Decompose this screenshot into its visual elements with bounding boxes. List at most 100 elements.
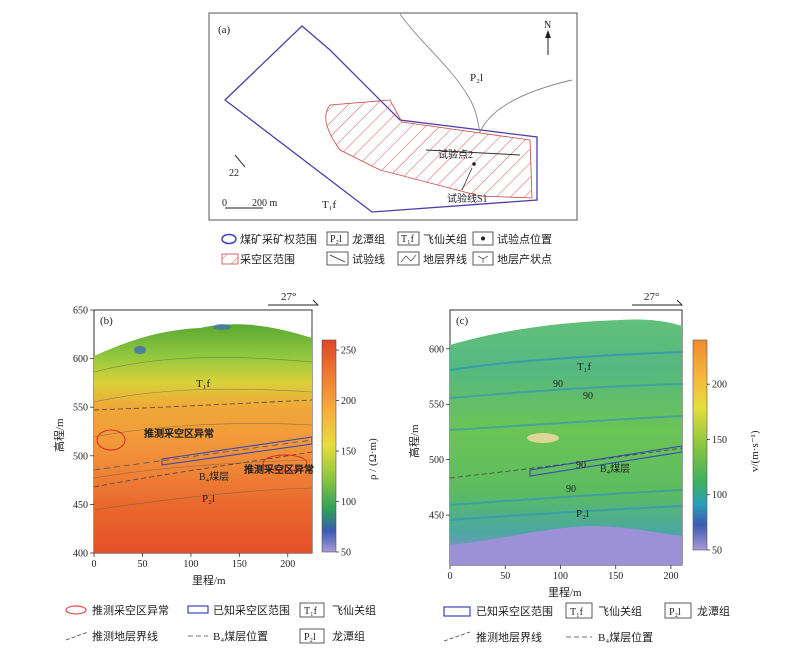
svg-text:已知采空区范围: 已知采空区范围 — [213, 603, 290, 617]
panel-c: 27° T₁f P₂l B₄煤层 90 90 90 90 (c) 0 50 100 1… — [407, 291, 761, 599]
panel-a-label: (a) — [218, 24, 231, 36]
svg-text:P₂l: P₂l — [304, 632, 316, 643]
legend-b-coal-seam: B₄煤层位置 — [188, 629, 268, 643]
svg-text:推测地层界线: 推测地层界线 — [92, 629, 158, 643]
formation-t1f-label: T₁f — [322, 199, 337, 211]
svg-text:推测地层界线: 推测地层界线 — [476, 630, 542, 644]
x-tick-label: 200 — [280, 559, 295, 570]
panel-c-b4: B₄煤层 — [600, 462, 630, 475]
resistivity-section — [94, 324, 312, 553]
legend-a-test-line: 试验线 — [326, 251, 385, 266]
panel-c-bearing: 27° — [644, 291, 659, 303]
goaf-area — [325, 99, 533, 199]
velocity-section — [450, 319, 682, 565]
P2l-box-icon — [299, 628, 325, 644]
colorbar-tick-label: 150 — [341, 447, 356, 458]
svg-text:推测采空区异常: 推测采空区异常 — [92, 603, 169, 617]
inferred-goaf-ellipse-icon — [65, 605, 87, 615]
svg-text:采空区范围: 采空区范围 — [240, 252, 295, 266]
legend-a-t1f: T₁f 飞仙关组 — [397, 231, 467, 246]
test-line-icon — [329, 254, 346, 263]
svg-text:P₂l: P₂l — [330, 234, 342, 245]
contour-label-1: 90 — [553, 379, 563, 390]
svg-text:T₁f: T₁f — [304, 606, 318, 617]
svg-text:试验线: 试验线 — [352, 252, 385, 266]
legend-b-inferred-boundary: 推测地层界线 — [65, 629, 158, 643]
scale-zero: 0 — [222, 198, 227, 209]
panel-b-colorbar — [321, 339, 337, 553]
panel-b-y-ticks: 400 450 500 550 600 650 — [73, 306, 94, 560]
P2l-box-icon — [664, 602, 692, 619]
panel-a-legend: 煤矿采矿权范围 P₂l 龙潭组 T₁f 飞仙关组 试验点位置 采空区范围 试验线 — [221, 231, 552, 266]
y-tick-label: 400 — [73, 549, 88, 560]
inferred-boundary-2 — [93, 451, 313, 488]
y-tick-label: 550 — [429, 400, 444, 411]
contour-label-2: 90 — [583, 391, 593, 402]
test-line — [425, 149, 521, 156]
x-tick-label: 200 — [663, 571, 678, 582]
legend-a-p2l: P₂l 龙潭组 — [326, 231, 385, 246]
colorbar-tick-label: 100 — [712, 490, 727, 501]
y-tick-label: 450 — [429, 511, 444, 522]
y-tick-label: 450 — [73, 500, 88, 511]
svg-text:已知采空区范围: 已知采空区范围 — [476, 604, 553, 618]
svg-text:T₁f: T₁f — [570, 607, 584, 618]
dip-symbol-icon — [234, 154, 246, 168]
x-tick-label: 150 — [608, 571, 623, 582]
panel-b: 27° T₁f P₂l B₄煤层 推测采空区异常 推测采空区异常 (b) 0 50… — [52, 291, 379, 587]
panel-b-bearing: 27° — [281, 291, 296, 303]
T1f-box-icon — [397, 231, 420, 246]
x-tick-label: 50 — [500, 571, 510, 582]
test-point-label: 试验点2 — [438, 148, 473, 161]
x-tick-label: 100 — [183, 559, 198, 570]
colorbar-tick-label: 200 — [712, 380, 727, 391]
panel-c-label: (c) — [456, 315, 469, 327]
y-tick-label: 500 — [429, 455, 444, 466]
attitude-point-icon — [477, 255, 489, 263]
panel-c-colorbar-ticks: 50 100 150 200 — [707, 380, 727, 557]
inferred-goaf-ellipse-2 — [262, 454, 308, 472]
svg-text:T₁f: T₁f — [401, 234, 415, 245]
legend-b-known-goaf: 已知采空区范围 — [187, 603, 290, 617]
colorbar-tick-label: 250 — [341, 346, 356, 357]
panel-a-map: (a) N 试验点2 试验线S1 P₂l T₁f 22 0 200 m — [208, 12, 578, 221]
legend-a-mining-right: 煤矿采矿权范围 — [221, 232, 317, 246]
stratum-boundary-icon — [400, 254, 417, 263]
svg-text:B₄煤层位置: B₄煤层位置 — [213, 629, 268, 643]
legend-c-coal-seam: B₄煤层位置 — [566, 630, 653, 644]
panel-c-colorbar — [692, 339, 708, 551]
known-goaf-rect-c — [529, 445, 683, 477]
panel-b-p2l: P₂l — [202, 493, 215, 505]
panel-c-y-ticks: 450 500 550 600 — [429, 344, 450, 522]
bearing-arrow-icon — [268, 299, 320, 306]
panel-c-xlabel: 里程/m — [548, 586, 582, 599]
svg-text:飞仙关组: 飞仙关组 — [598, 604, 642, 618]
low-res-spot-2 — [213, 324, 231, 330]
panel-b-colorbar-ticks: 50 100 150 200 250 — [336, 346, 356, 559]
svg-text:飞仙关组: 飞仙关组 — [332, 603, 376, 617]
colorbar-tick-label: 50 — [712, 546, 722, 557]
panel-b-t1f: T₁f — [196, 378, 211, 390]
svg-text:飞仙关组: 飞仙关组 — [423, 232, 467, 246]
formation-p2l-label: P₂l — [470, 72, 483, 84]
anomaly-label-2: 推测采空区异常 — [244, 463, 314, 476]
known-goaf-rect-icon — [187, 605, 209, 614]
legend-b-inferred-goaf: 推测采空区异常 — [65, 603, 169, 617]
x-tick-label: 0 — [92, 559, 97, 570]
panel-b-xlabel: 里程/m — [192, 574, 226, 587]
svg-text:B₄煤层位置: B₄煤层位置 — [598, 630, 653, 644]
legend-a-goaf: 采空区范围 — [221, 252, 295, 266]
panel-c-x-ticks: 0 50 100 150 200 — [448, 565, 678, 582]
known-goaf-rect-icon — [443, 606, 471, 617]
panel-b-legend: 推测采空区异常 已知采空区范围 T₁f 飞仙关组 推测地层界线 B₄煤层位置 P… — [65, 602, 376, 644]
goaf-hatch-icon — [221, 253, 239, 265]
svg-text:龙潭组: 龙潭组 — [697, 604, 730, 618]
panel-b-colorbar-label: ρ / (Ω·m) — [367, 438, 379, 480]
T1f-box-icon — [299, 602, 325, 618]
dip-value: 22 — [229, 168, 239, 179]
legend-c-inferred-boundary: 推测地层界线 — [443, 630, 542, 644]
panel-c-ylabel: 高程/m — [407, 424, 421, 458]
panel-c-p2l: P₂l — [576, 508, 589, 520]
svg-text:试验点位置: 试验点位置 — [497, 232, 552, 246]
